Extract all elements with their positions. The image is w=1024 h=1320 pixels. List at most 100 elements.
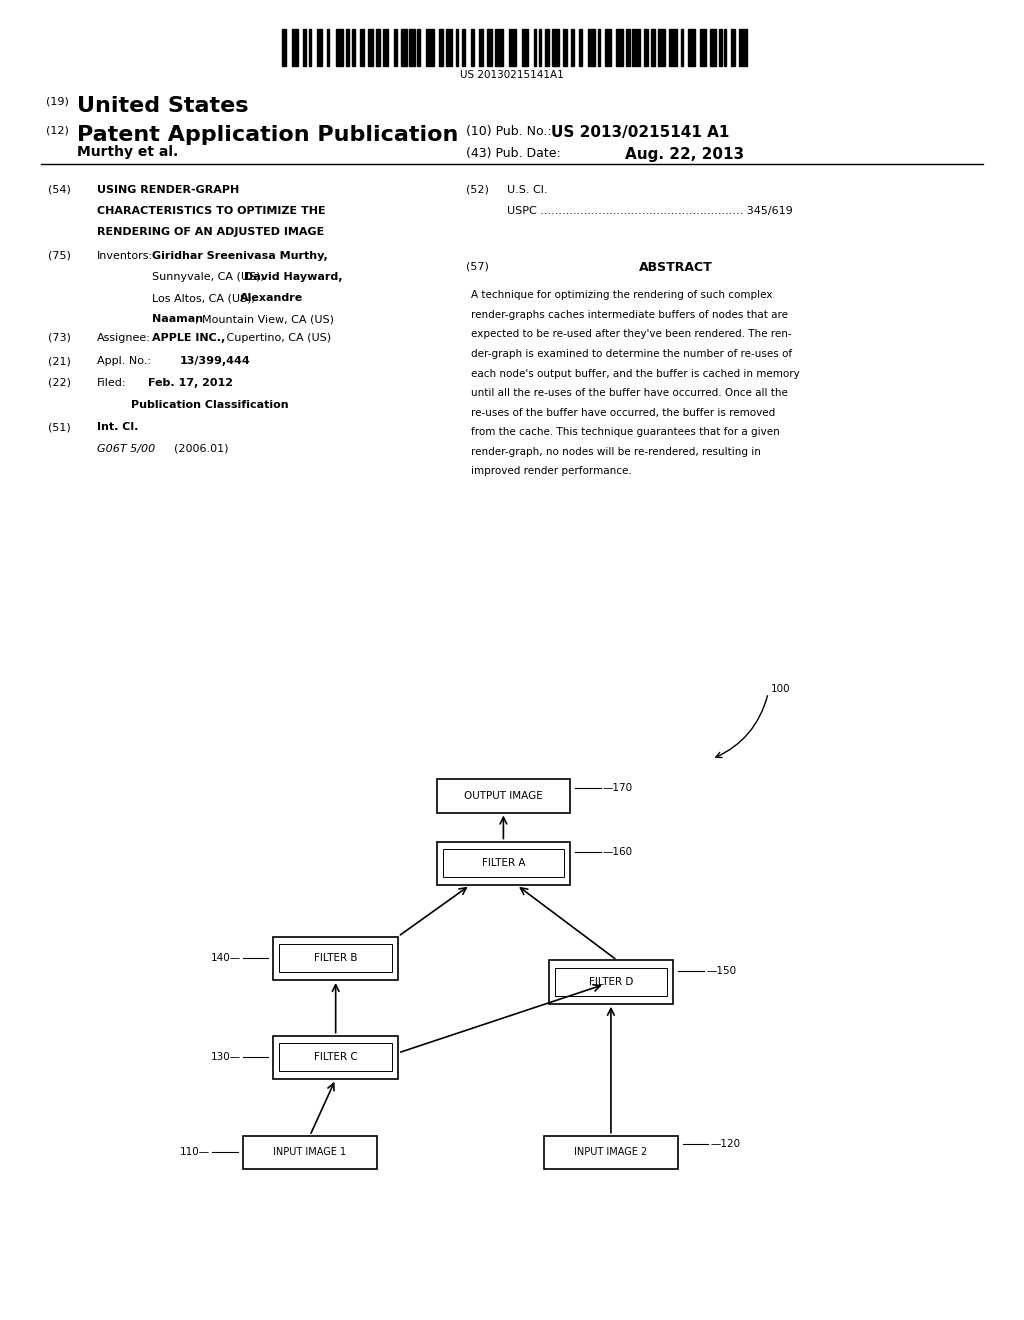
- Bar: [522, 29, 527, 66]
- Bar: [626, 29, 630, 66]
- Bar: [552, 29, 559, 66]
- Text: David Hayward,: David Hayward,: [244, 272, 342, 282]
- Text: Appl. No.:: Appl. No.:: [97, 356, 152, 367]
- Text: US 20130215141A1: US 20130215141A1: [460, 70, 564, 81]
- Text: improved render performance.: improved render performance.: [471, 466, 632, 477]
- Text: render-graphs caches intermediate buffers of nodes that are: render-graphs caches intermediate buffer…: [471, 310, 788, 319]
- Text: Int. Cl.: Int. Cl.: [97, 422, 138, 433]
- Bar: [509, 29, 516, 66]
- Text: FILTER D: FILTER D: [589, 977, 633, 987]
- Text: Aug. 22, 2013: Aug. 22, 2013: [625, 147, 743, 161]
- Bar: [563, 29, 566, 66]
- Text: 110—: 110—: [180, 1147, 211, 1158]
- Bar: [534, 29, 537, 66]
- Bar: [658, 29, 665, 66]
- Bar: [571, 29, 573, 66]
- Text: A technique for optimizing the rendering of such complex: A technique for optimizing the rendering…: [471, 290, 772, 301]
- Bar: [544, 1135, 678, 1170]
- Bar: [545, 29, 549, 66]
- Bar: [539, 29, 542, 66]
- Text: Murthy et al.: Murthy et al.: [77, 145, 178, 160]
- Text: FILTER C: FILTER C: [313, 1052, 357, 1063]
- Bar: [439, 29, 443, 66]
- Text: (57): (57): [466, 261, 488, 272]
- Text: G06T 5/00: G06T 5/00: [97, 444, 156, 454]
- Text: der-graph is examined to determine the number of re-uses of: der-graph is examined to determine the n…: [471, 348, 793, 359]
- Text: Los Altos, CA (US);: Los Altos, CA (US);: [152, 293, 258, 304]
- Text: ABSTRACT: ABSTRACT: [639, 261, 713, 275]
- Text: Feb. 17, 2012: Feb. 17, 2012: [148, 378, 233, 388]
- Text: , Mountain View, CA (US): , Mountain View, CA (US): [195, 314, 334, 325]
- Bar: [549, 961, 674, 1003]
- Bar: [376, 29, 380, 66]
- Bar: [731, 29, 735, 66]
- Text: —150: —150: [706, 966, 736, 977]
- Bar: [699, 29, 707, 66]
- Text: APPLE INC.,: APPLE INC.,: [152, 333, 225, 343]
- Bar: [479, 29, 483, 66]
- Text: INPUT IMAGE 1: INPUT IMAGE 1: [273, 1147, 346, 1158]
- Bar: [487, 29, 493, 66]
- Bar: [359, 29, 365, 66]
- Bar: [616, 29, 624, 66]
- Text: until all the re-uses of the buffer have occurred. Once all the: until all the re-uses of the buffer have…: [471, 388, 787, 399]
- Bar: [426, 29, 434, 66]
- Bar: [633, 29, 640, 66]
- Text: (51): (51): [48, 422, 71, 433]
- Text: US 2013/0215141 A1: US 2013/0215141 A1: [551, 125, 729, 140]
- Text: U.S. Cl.: U.S. Cl.: [507, 185, 548, 195]
- Bar: [711, 29, 716, 66]
- Bar: [273, 1035, 398, 1080]
- Bar: [328, 29, 330, 66]
- Text: 100: 100: [771, 684, 791, 694]
- Bar: [436, 842, 570, 886]
- Text: render-graph, no nodes will be re-rendered, resulting in: render-graph, no nodes will be re-render…: [471, 446, 761, 457]
- Bar: [303, 29, 306, 66]
- Text: (2006.01): (2006.01): [174, 444, 228, 454]
- Bar: [345, 29, 349, 66]
- Bar: [739, 29, 746, 66]
- Bar: [644, 29, 648, 66]
- Text: United States: United States: [77, 96, 248, 116]
- Text: (12): (12): [46, 125, 69, 136]
- Text: (21): (21): [48, 356, 71, 367]
- Text: (75): (75): [48, 251, 71, 261]
- Text: Sunnyvale, CA (US);: Sunnyvale, CA (US);: [152, 272, 267, 282]
- Text: USPC ........................................................ 345/619: USPC ...................................…: [507, 206, 793, 216]
- Bar: [409, 29, 415, 66]
- Text: (43) Pub. Date:: (43) Pub. Date:: [466, 147, 561, 160]
- Bar: [383, 29, 388, 66]
- Text: (54): (54): [48, 185, 71, 195]
- Text: (52): (52): [466, 185, 488, 195]
- Bar: [463, 29, 465, 66]
- Bar: [393, 29, 397, 66]
- Bar: [336, 29, 343, 66]
- Text: 130—: 130—: [210, 1052, 241, 1063]
- Text: Assignee:: Assignee:: [97, 333, 152, 343]
- Bar: [401, 29, 407, 66]
- Bar: [368, 29, 374, 66]
- Bar: [282, 29, 286, 66]
- Bar: [471, 29, 474, 66]
- Text: USING RENDER-GRAPH: USING RENDER-GRAPH: [97, 185, 240, 195]
- Text: FILTER B: FILTER B: [314, 953, 357, 964]
- Bar: [445, 29, 452, 66]
- Text: FILTER A: FILTER A: [481, 858, 525, 869]
- Bar: [605, 29, 611, 66]
- Text: (10) Pub. No.:: (10) Pub. No.:: [466, 125, 552, 139]
- Bar: [316, 29, 323, 66]
- Bar: [598, 29, 600, 66]
- Bar: [555, 969, 668, 995]
- Bar: [244, 1135, 377, 1170]
- Text: CHARACTERISTICS TO OPTIMIZE THE: CHARACTERISTICS TO OPTIMIZE THE: [97, 206, 326, 216]
- Bar: [456, 29, 459, 66]
- Bar: [588, 29, 595, 66]
- Text: (22): (22): [48, 378, 71, 388]
- Text: Patent Application Publication: Patent Application Publication: [77, 125, 458, 145]
- Bar: [688, 29, 695, 66]
- Bar: [280, 945, 392, 972]
- Bar: [580, 29, 582, 66]
- Text: —170: —170: [603, 783, 633, 792]
- Bar: [681, 29, 683, 66]
- Text: Cupertino, CA (US): Cupertino, CA (US): [223, 333, 332, 343]
